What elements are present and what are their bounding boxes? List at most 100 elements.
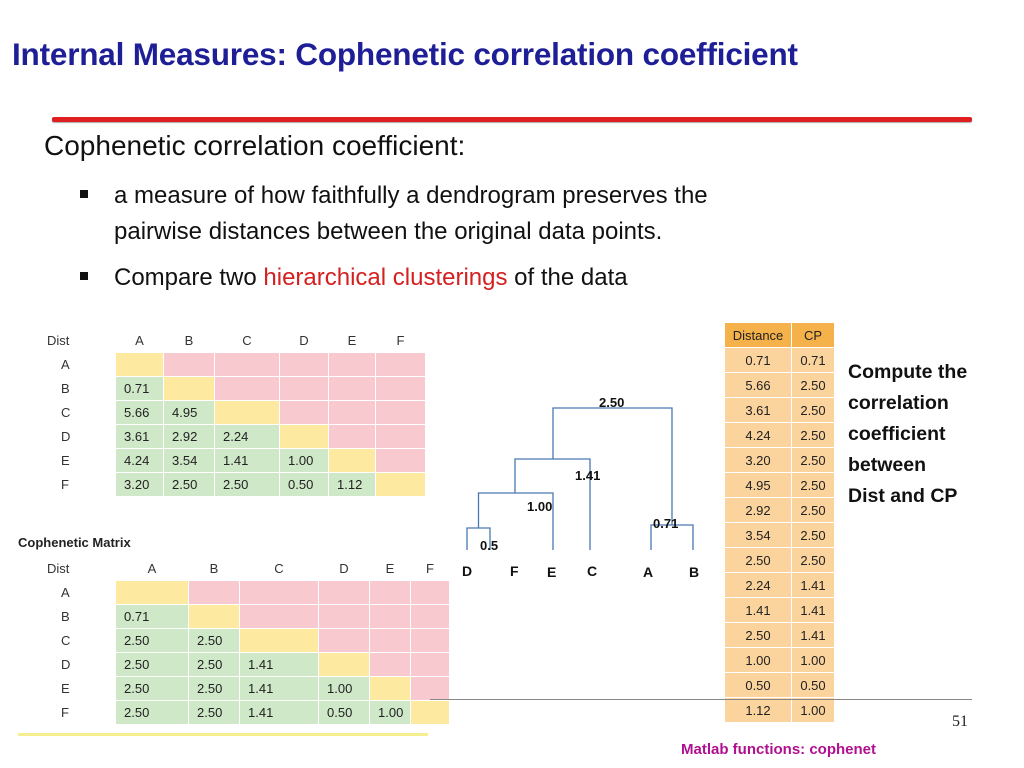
table-cell: 2.50 (791, 422, 835, 448)
matrix-cell: 0.50 (279, 472, 329, 497)
column-header: C (214, 328, 280, 353)
matrix-cell: 0.71 (115, 604, 189, 629)
table-row: 1.41 1.41 (724, 597, 835, 623)
matrix-cell (369, 604, 411, 629)
square-bullet-icon (80, 272, 88, 280)
table-row: F 3.20 2.50 2.50 0.50 1.12 (38, 472, 426, 497)
matrix-cell: 1.12 (328, 472, 376, 497)
matrix-cell: 2.92 (163, 424, 215, 449)
matrix-cell: 1.00 (318, 676, 370, 701)
merge-label: 0.5 (480, 538, 498, 553)
matrix-cell (369, 652, 411, 677)
matrix-cell (328, 400, 376, 425)
matrix-cell: 1.41 (214, 448, 280, 473)
table-row: A (38, 352, 426, 377)
matrix-cell: 2.50 (163, 472, 215, 497)
matrix-cell (279, 352, 329, 377)
table-cell: 1.41 (724, 597, 792, 623)
matrix-cell: 2.50 (188, 700, 240, 725)
matrix-cell: 3.54 (163, 448, 215, 473)
row-label: F (38, 472, 116, 497)
matrix-cell (318, 580, 370, 605)
matrix-cell (328, 424, 376, 449)
matrix-cell (410, 580, 450, 605)
highlight-hierarchical-clusterings: hierarchical clusterings (263, 264, 508, 291)
table-cell: 2.24 (724, 572, 792, 598)
matrix-cell (410, 700, 450, 725)
matrix-cell (369, 676, 411, 701)
matrix-cell (239, 604, 319, 629)
table-row: 2.50 1.41 (724, 622, 835, 648)
matrix-cell (328, 352, 376, 377)
table-row: 4.95 2.50 (724, 472, 835, 498)
column-header: A (115, 328, 164, 353)
table-row: B 0.71 (38, 604, 450, 629)
table-row: 0.71 0.71 (724, 347, 835, 373)
table-cell: 2.50 (791, 472, 835, 498)
matrix-cell (410, 628, 450, 653)
table-cell: 2.92 (724, 497, 792, 523)
table-row: 2.50 2.50 (724, 547, 835, 573)
matrix-cell (214, 352, 280, 377)
column-header: B (163, 328, 215, 353)
merge-label: 2.50 (599, 395, 624, 410)
subtitle: Cophenetic correlation coefficient: (44, 130, 466, 161)
table-row: F 2.50 2.50 1.41 0.50 1.00 (38, 700, 450, 725)
merge-label: 1.00 (527, 499, 552, 514)
bullet-2-text: Compare two hierarchical clusterings of … (114, 264, 628, 291)
matrix-cell (369, 580, 411, 605)
matrix-cell (214, 400, 280, 425)
matrix-cell: 2.50 (188, 628, 240, 653)
matrix-cell (410, 604, 450, 629)
matrix-cell (279, 424, 329, 449)
cophenetic-matrix-title: Cophenetic Matrix (18, 535, 131, 550)
matrix-cell: 2.50 (115, 628, 189, 653)
leaf-label: C (587, 563, 597, 579)
side-note: Compute the correlation coefficient betw… (848, 361, 968, 507)
column-header: F (410, 556, 450, 581)
dendrogram: 0.5 1.00 1.41 0.71 2.50 D F E C A B (462, 395, 699, 580)
table-cell: 5.66 (724, 372, 792, 398)
matrix-cell: 2.50 (214, 472, 280, 497)
row-label: B (38, 604, 116, 629)
matlab-note: Matlab functions: cophenet (681, 741, 876, 758)
matrix-cell (279, 400, 329, 425)
cophenetic-matrix: Dist A B C D E F A B 0.71 C 2.50 2.50 D 2.50 2.50 1.41 E 2… (38, 556, 450, 725)
leaf-label: D (462, 563, 472, 579)
matrix-cell: 2.50 (115, 700, 189, 725)
matrix-cell (318, 652, 370, 677)
matrix-cell (214, 376, 280, 401)
matrix-cell: 1.00 (279, 448, 329, 473)
table-cell: 1.41 (791, 622, 835, 648)
table-row: C 2.50 2.50 (38, 628, 450, 653)
slide-title: Internal Measures: Cophenetic correlatio… (12, 36, 798, 72)
table-cell: 2.50 (791, 547, 835, 573)
table-row: 3.20 2.50 (724, 447, 835, 473)
bullet-1-line-1: a measure of how faithfully a dendrogram… (114, 182, 708, 209)
column-header: Distance (724, 322, 792, 348)
table-cell: 4.95 (724, 472, 792, 498)
table-row: 3.54 2.50 (724, 522, 835, 548)
row-label: F (38, 700, 116, 725)
matrix-cell (375, 352, 426, 377)
matrix-cell (318, 604, 370, 629)
row-label: C (38, 628, 116, 653)
matrix-cell: 4.95 (163, 400, 215, 425)
merge-label: 0.71 (653, 516, 678, 531)
column-header: E (328, 328, 376, 353)
table-cell: 2.50 (724, 547, 792, 573)
table-cell: 2.50 (791, 447, 835, 473)
table-cell: 3.54 (724, 522, 792, 548)
matrix-cell (375, 424, 426, 449)
matrix-cell: 2.50 (188, 652, 240, 677)
table-cell: 1.00 (724, 647, 792, 673)
leaf-label: F (510, 563, 519, 579)
row-label: A (38, 580, 116, 605)
matrix-cell: 1.41 (239, 700, 319, 725)
table-row: 2.24 1.41 (724, 572, 835, 598)
matrix-cell: 2.50 (115, 676, 189, 701)
page-number: 51 (952, 713, 968, 730)
matrix-cell: 2.24 (214, 424, 280, 449)
matrix-cell: 0.71 (115, 376, 164, 401)
bullet-1-line-2: pairwise distances between the original … (114, 218, 663, 245)
